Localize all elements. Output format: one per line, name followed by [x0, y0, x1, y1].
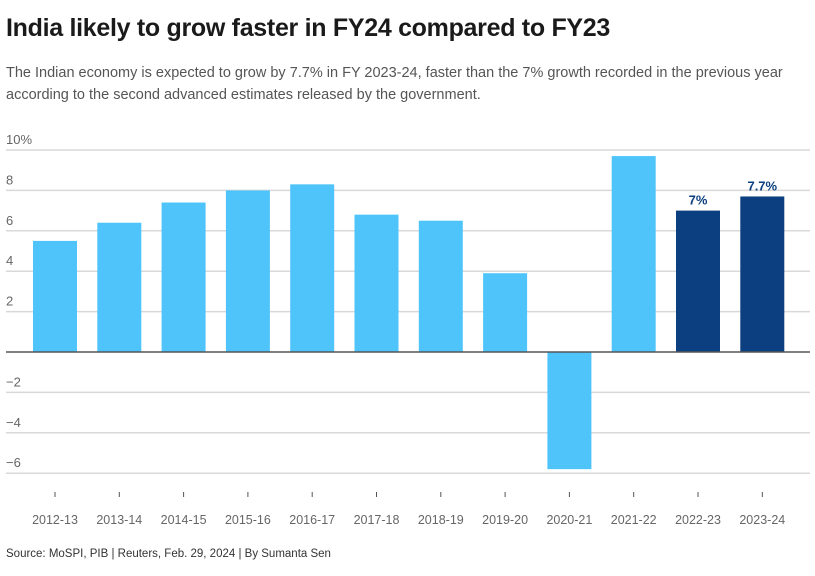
y-tick-label: 2 — [6, 294, 13, 309]
chart-subtitle: The Indian economy is expected to grow b… — [6, 65, 783, 103]
bar-2013-14 — [97, 222, 142, 352]
y-tick-label: 10% — [6, 132, 32, 147]
y-tick-label: 6 — [6, 213, 13, 228]
x-tick-label: 2013-14 — [96, 513, 142, 527]
data-label: 7.7% — [747, 178, 777, 193]
bar-2019-20 — [483, 273, 528, 352]
bar-2022-23 — [676, 210, 720, 352]
x-tick-label: 2015-16 — [225, 513, 271, 527]
bar-2020-21 — [547, 352, 592, 470]
y-axis-labels: 10% 8 6 4 2 −2 −4 −6 — [6, 132, 32, 470]
chart-title: India likely to grow faster in FY24 comp… — [6, 14, 611, 42]
bar-2021-22 — [611, 156, 656, 352]
source-note: Source: MoSPI, PIB | Reuters, Feb. 29, 2… — [6, 548, 331, 560]
bar-chart: 10% 8 6 4 2 −2 −4 −6 7% 7.7% 2012-13 2013-14 2014-… — [6, 132, 810, 527]
x-tick-label: 2018-19 — [418, 513, 464, 527]
bar-2017-18 — [354, 214, 399, 352]
bars — [33, 156, 785, 470]
y-tick-label: 4 — [6, 253, 13, 268]
x-tick-label: 2023-24 — [739, 513, 785, 527]
y-tick-label: −2 — [6, 374, 21, 389]
bar-2016-17 — [290, 184, 335, 352]
x-tick-label: 2019-20 — [482, 513, 528, 527]
bar-2014-15 — [161, 202, 206, 352]
data-label: 7% — [689, 193, 708, 208]
x-tick-label: 2021-22 — [611, 513, 657, 527]
x-tick-label: 2017-18 — [354, 513, 400, 527]
x-tick-label: 2020-21 — [546, 513, 592, 527]
data-labels: 7% 7.7% — [689, 178, 778, 207]
bar-2015-16 — [225, 190, 270, 352]
x-tick-label: 2012-13 — [32, 513, 78, 527]
y-tick-label: −4 — [6, 415, 21, 430]
bar-2018-19 — [418, 220, 463, 352]
y-tick-label: −6 — [6, 455, 21, 470]
x-tick-label: 2016-17 — [289, 513, 335, 527]
x-tick-label: 2022-23 — [675, 513, 721, 527]
bar-2023-24 — [740, 196, 785, 352]
x-tick-label: 2014-15 — [161, 513, 207, 527]
x-axis: 2012-13 2013-14 2014-15 2015-16 2016-17 2017-… — [32, 492, 785, 527]
bar-2012-13 — [33, 240, 77, 352]
y-tick-label: 8 — [6, 172, 13, 187]
